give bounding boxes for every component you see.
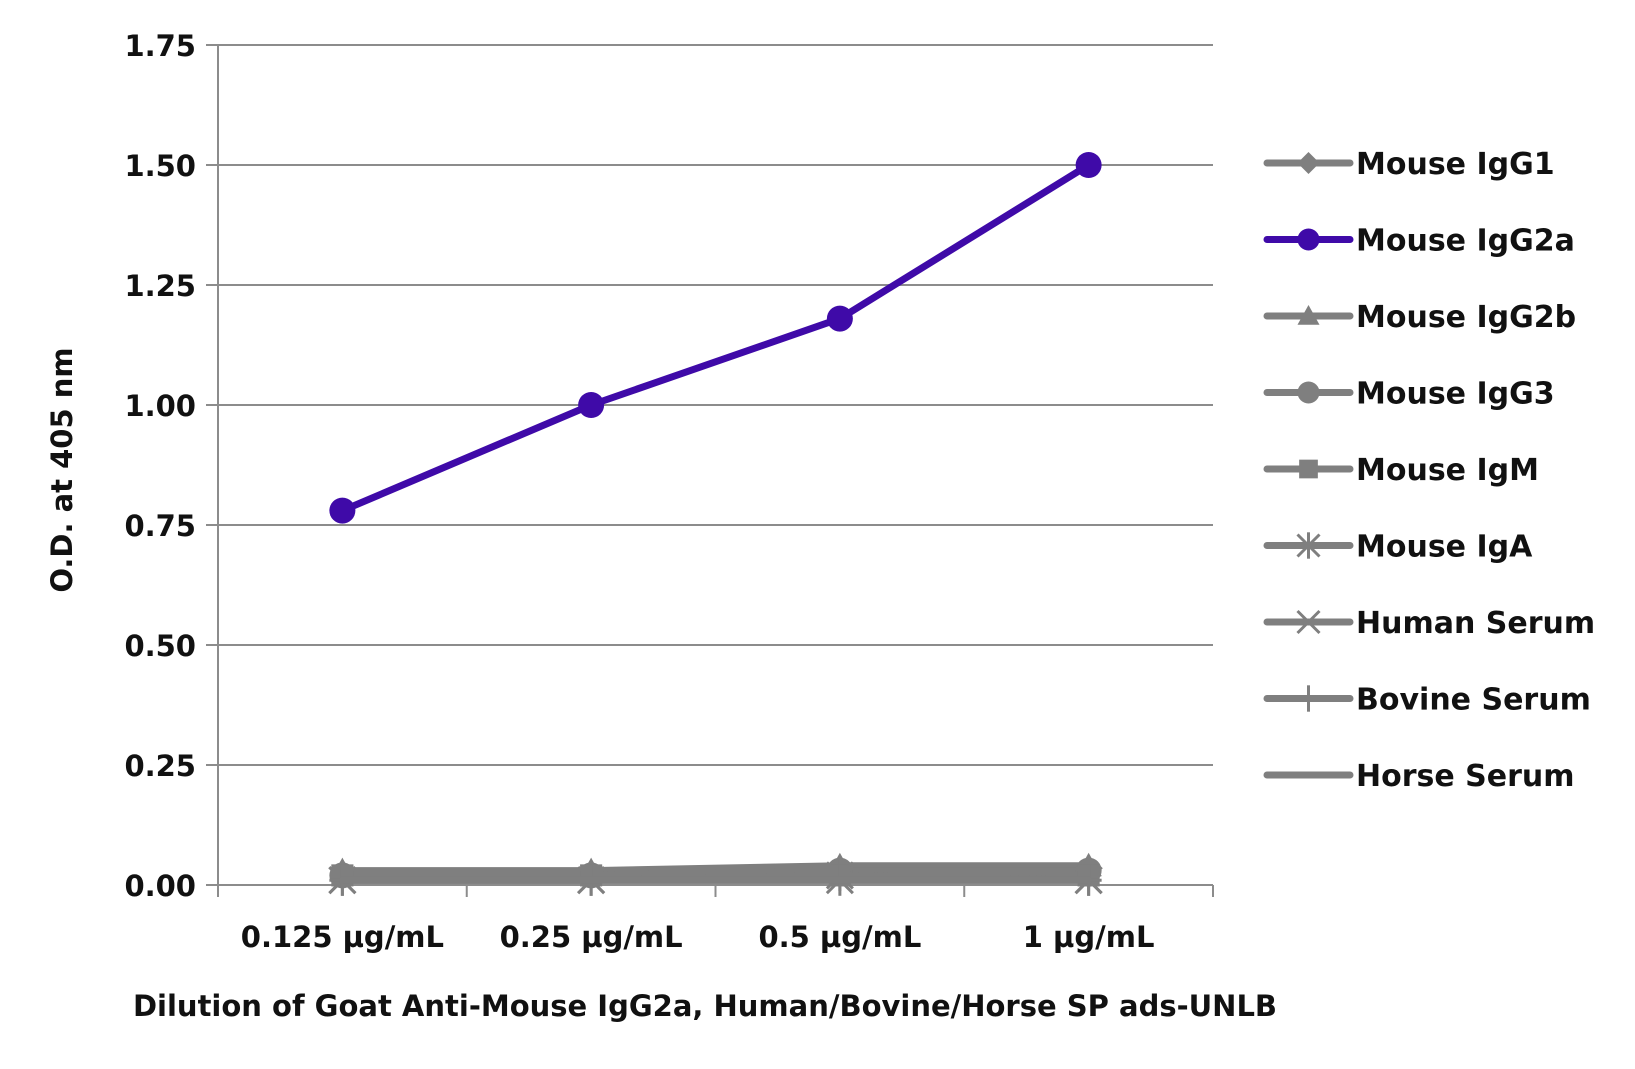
legend-item-mouse-igg1: Mouse IgG1 (1263, 147, 1555, 182)
legend-item-mouse-igg3: Mouse IgG3 (1263, 377, 1555, 412)
y-axis-title: O.D. at 405 nm (45, 347, 79, 592)
legend-marker-mouse-igm (1299, 459, 1318, 479)
data-point-mouse-igg2a-1 (578, 392, 605, 418)
legend-label-mouse-igm: Mouse IgM (1356, 453, 1539, 488)
y-tick-label-6: 1.50 (124, 149, 196, 183)
x-axis-ticks: 0.125 µg/mL 0.25 µg/mL 0.5 µg/mL 1 µg/mL (217, 885, 1214, 954)
series-layer (328, 152, 1103, 896)
x-tick-label-3: 1 µg/mL (1023, 920, 1155, 954)
series-line-mouse-igg2b (338, 862, 1093, 875)
legend-label-mouse-iga: Mouse IgA (1356, 530, 1533, 565)
data-point-mouse-igg2a-3 (1075, 152, 1102, 178)
series-mouse-igg2a (329, 152, 1102, 524)
legend-item-mouse-igg2b: Mouse IgG2b (1263, 300, 1576, 335)
legend-marker-mouse-igg2a (1297, 228, 1320, 251)
data-point-mouse-igg2a-2 (826, 305, 853, 332)
legend-label-human-serum: Human Serum (1356, 606, 1595, 641)
legend-marker-mouse-igg3 (1297, 381, 1320, 404)
legend-item-mouse-igm: Mouse IgM (1263, 453, 1539, 488)
legend-label-bovine-serum: Bovine Serum (1356, 683, 1591, 718)
legend-item-mouse-igg2a: Mouse IgG2a (1263, 224, 1575, 259)
gridlines (218, 44, 1213, 766)
legend-item-bovine-serum: Bovine Serum (1263, 683, 1591, 718)
data-point-mouse-igg2a-0 (329, 497, 356, 524)
y-tick-label-2: 0.50 (124, 629, 196, 663)
legend-marker-bovine-serum (1297, 685, 1320, 712)
legend-item-mouse-iga: Mouse IgA (1263, 530, 1533, 565)
y-tick-label-0: 0.00 (124, 869, 196, 903)
y-axis-ticks: 0.00 0.25 0.50 0.75 1.00 1.25 1.50 1.75 (124, 29, 218, 903)
legend-marker-mouse-igg2b (1297, 305, 1320, 325)
y-tick-label-3: 0.75 (124, 509, 196, 543)
x-tick-label-2: 0.5 µg/mL (758, 920, 921, 954)
legend-marker-mouse-igg1 (1297, 152, 1320, 174)
legend-marker-mouse-iga (1296, 532, 1321, 559)
axes (217, 45, 1213, 886)
legend-label-horse-serum: Horse Serum (1356, 759, 1575, 794)
legend-marker-human-serum (1296, 609, 1321, 635)
legend-label-mouse-igg2a: Mouse IgG2a (1356, 224, 1575, 259)
legend-label-mouse-igg1: Mouse IgG1 (1356, 147, 1555, 182)
y-tick-label-4: 1.00 (124, 389, 196, 423)
series-line-mouse-igg2a (338, 161, 1093, 515)
y-tick-label-5: 1.25 (124, 269, 196, 303)
legend-item-horse-serum: Horse Serum (1263, 759, 1575, 794)
y-tick-label-7: 1.75 (124, 29, 196, 63)
legend-item-human-serum: Human Serum (1263, 606, 1595, 641)
x-tick-label-0: 0.125 µg/mL (241, 920, 444, 954)
y-tick-label-1: 0.25 (124, 749, 196, 783)
x-axis-title: Dilution of Goat Anti-Mouse IgG2a, Human… (133, 989, 1277, 1023)
legend-label-mouse-igg3: Mouse IgG3 (1356, 377, 1555, 412)
x-tick-label-1: 0.25 µg/mL (500, 920, 683, 954)
legend-label-mouse-igg2b: Mouse IgG2b (1356, 300, 1576, 335)
legend: Mouse IgG1 Mouse IgG2a Mouse IgG2b Mouse Ig… (1263, 147, 1595, 794)
